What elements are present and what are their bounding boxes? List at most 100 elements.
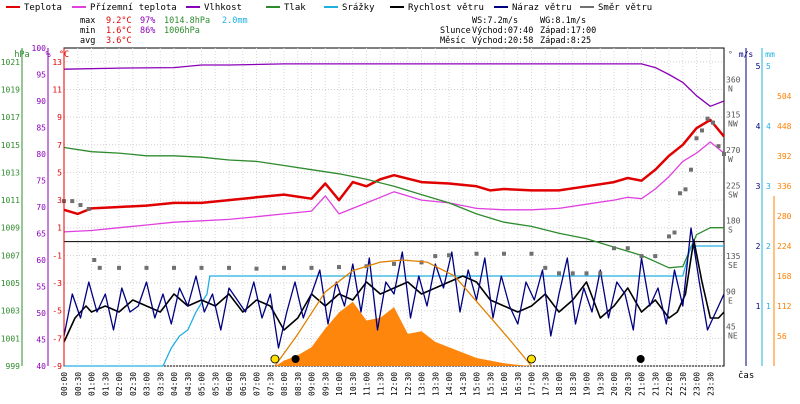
- x-tick-label: 20:30: [624, 372, 633, 396]
- hpa-axis-tick: 1001: [1, 334, 20, 343]
- x-tick-label: 14:30: [459, 372, 468, 396]
- percent-axis-label: %: [45, 50, 50, 60]
- moonset-marker: [291, 355, 300, 363]
- percent-axis-tick: 100: [32, 44, 47, 53]
- direction-axis-name: E: [728, 296, 733, 305]
- wind-direction-point: [722, 152, 726, 156]
- direction-axis-name: NW: [728, 120, 738, 129]
- legend-item: Rychlost větru: [390, 3, 484, 13]
- stats-row: max 9.2°C 97% 1014.8hPa 2.0mm: [80, 16, 248, 26]
- wind-direction-point: [254, 266, 259, 271]
- rain-axis-tick: 4: [766, 122, 771, 131]
- wind-axis-tick: 4: [756, 122, 761, 131]
- x-tick-label: 06:00: [225, 372, 234, 396]
- legend-item: Přízemní teplota: [72, 3, 177, 13]
- temp-axis-tick: 11: [52, 85, 62, 94]
- x-tick-label: 19:30: [596, 372, 605, 396]
- wind-direction-point: [70, 199, 75, 204]
- temp-axis-tick: 9: [57, 113, 62, 122]
- wind-direction-point: [694, 136, 699, 141]
- wind-direction-point: [557, 271, 561, 276]
- direction-axis-tick: 270: [726, 146, 741, 155]
- temp-axis-tick: -1: [52, 251, 62, 260]
- sun-label: Slunce: [440, 26, 471, 36]
- legend-item: Tlak: [266, 3, 306, 13]
- x-tick-label: 10:30: [349, 372, 358, 396]
- rain-axis-tick: 2: [766, 242, 771, 251]
- x-tick-label: 19:00: [583, 372, 592, 396]
- sun-rise: Východ:07:40: [472, 26, 533, 36]
- solar-area: [275, 301, 532, 366]
- direction-axis-tick: 315: [726, 111, 741, 120]
- wind-axis-tick: 5: [756, 62, 761, 71]
- direction-axis-tick: 135: [726, 252, 741, 261]
- wind-direction-point: [227, 265, 231, 270]
- series-line-dr-ha-slunce: [274, 259, 533, 367]
- x-tick-label: 01:30: [101, 372, 110, 396]
- wind-direction-point: [97, 265, 102, 270]
- x-tick-label: 18:30: [569, 372, 578, 396]
- hpa-axis-tick: 1015: [1, 141, 20, 150]
- stats-row: min 1.6°C 86% 1006hPa: [80, 26, 200, 36]
- stats-temp: 9.2°C: [106, 16, 132, 26]
- wind-direction-point: [172, 265, 176, 270]
- wind-direction-point: [689, 167, 693, 172]
- legend-label: Náraz větru: [512, 3, 572, 13]
- solar-axis-tick: 448: [777, 122, 792, 131]
- wind-direction-point: [86, 206, 91, 211]
- x-tick-label: 22:30: [679, 372, 688, 396]
- wind-direction-point: [653, 254, 658, 259]
- stats-row: avg 3.6°C: [80, 36, 132, 46]
- wind-direction-point: [570, 271, 575, 276]
- wind-axis-tick: 2: [756, 242, 761, 251]
- wind-direction-point: [447, 253, 451, 258]
- x-tick-label: 14:00: [445, 372, 454, 396]
- wind-axis-tick: 1: [756, 302, 761, 311]
- wind-axis-label: m/s: [739, 50, 754, 59]
- wind-direction-point: [667, 234, 671, 239]
- x-tick-label: 13:30: [431, 372, 440, 396]
- wind-direction-point: [678, 191, 682, 196]
- series-line-tlak: [63, 146, 724, 269]
- wind-direction-point: [392, 261, 396, 266]
- wind-direction-point: [598, 271, 603, 276]
- x-tick-label: 23:00: [693, 372, 702, 396]
- hpa-axis-tick: 1011: [1, 196, 20, 205]
- direction-axis-name: SE: [728, 261, 738, 270]
- x-tick-label: 11:00: [363, 372, 372, 396]
- direction-axis-tick: 225: [726, 181, 741, 190]
- x-axis-label: čas: [738, 370, 754, 381]
- direction-axis-tick: 45: [726, 323, 736, 332]
- direction-axis-name: N: [728, 84, 733, 93]
- x-tick-label: 12:30: [404, 372, 413, 396]
- rain-axis-tick: 5: [766, 62, 771, 71]
- series-line-vlhkost: [63, 63, 725, 107]
- legend-label: Přízemní teplota: [90, 3, 177, 13]
- solar-axis-tick: 392: [777, 152, 792, 161]
- x-tick-label: 02:00: [115, 372, 124, 396]
- solar-axis-tick: 56: [777, 332, 787, 341]
- stats-row-label: avg: [80, 36, 95, 46]
- wind-direction-point: [337, 265, 341, 270]
- percent-axis-tick: 80: [36, 150, 46, 159]
- legend-item: Náraz větru: [494, 3, 572, 13]
- x-tick-label: 13:00: [418, 372, 427, 396]
- x-tick-label: 03:30: [156, 372, 165, 396]
- percent-axis-tick: 55: [36, 283, 46, 292]
- legend-label: Směr větru: [598, 3, 652, 13]
- x-tick-label: 16:30: [514, 372, 523, 396]
- temp-axis-tick: -9: [52, 362, 62, 371]
- wind-direction-point: [92, 258, 97, 262]
- hpa-axis-tick: 1005: [1, 279, 20, 288]
- solar-axis-tick: 336: [777, 182, 792, 191]
- direction-axis-name: W: [728, 155, 733, 164]
- rain-axis: mm 5 4 3 2 1: [761, 48, 775, 366]
- hpa-axis-tick: 1021: [1, 58, 20, 67]
- x-tick-label: 18:00: [555, 372, 564, 396]
- solar-axis-tick: 224: [777, 242, 792, 251]
- wind-direction-point: [282, 265, 286, 270]
- wind-direction-point: [625, 246, 630, 251]
- percent-axis: %100 95 90 85 80 75 70 65 60 55 50 45 40: [32, 44, 51, 371]
